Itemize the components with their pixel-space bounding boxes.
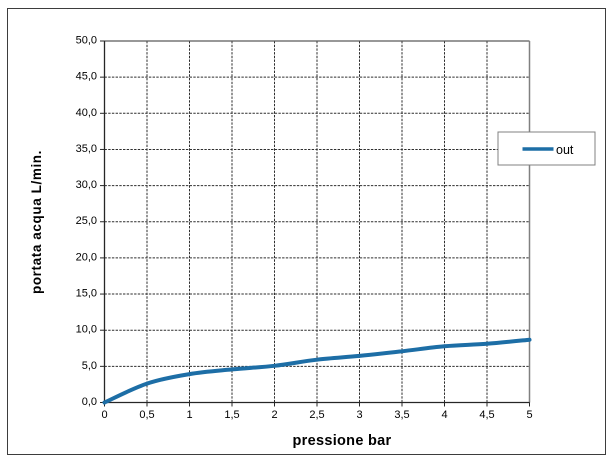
svg-text:10,0: 10,0 bbox=[76, 324, 97, 336]
svg-text:25,0: 25,0 bbox=[76, 215, 97, 227]
svg-text:0,5: 0,5 bbox=[139, 409, 154, 421]
svg-text:0,0: 0,0 bbox=[82, 396, 97, 408]
svg-text:15,0: 15,0 bbox=[76, 288, 97, 300]
svg-text:45,0: 45,0 bbox=[76, 71, 97, 83]
svg-text:4: 4 bbox=[441, 409, 447, 421]
svg-text:4,5: 4,5 bbox=[479, 409, 494, 421]
svg-text:35,0: 35,0 bbox=[76, 143, 97, 155]
svg-text:1: 1 bbox=[186, 409, 192, 421]
svg-text:20,0: 20,0 bbox=[76, 251, 97, 263]
svg-text:3,5: 3,5 bbox=[394, 409, 409, 421]
svg-text:2: 2 bbox=[271, 409, 277, 421]
svg-text:pressione bar: pressione bar bbox=[293, 433, 392, 449]
svg-text:1,5: 1,5 bbox=[224, 409, 239, 421]
svg-text:30,0: 30,0 bbox=[76, 179, 97, 191]
svg-text:40,0: 40,0 bbox=[76, 107, 97, 119]
svg-text:3: 3 bbox=[356, 409, 362, 421]
svg-text:5,0: 5,0 bbox=[82, 360, 97, 372]
svg-text:2,5: 2,5 bbox=[309, 409, 324, 421]
svg-text:0: 0 bbox=[101, 409, 107, 421]
svg-text:out: out bbox=[556, 143, 574, 157]
svg-text:5: 5 bbox=[526, 409, 532, 421]
svg-text:50,0: 50,0 bbox=[76, 35, 97, 47]
svg-text:portata acqua L/min.: portata acqua L/min. bbox=[29, 150, 44, 294]
